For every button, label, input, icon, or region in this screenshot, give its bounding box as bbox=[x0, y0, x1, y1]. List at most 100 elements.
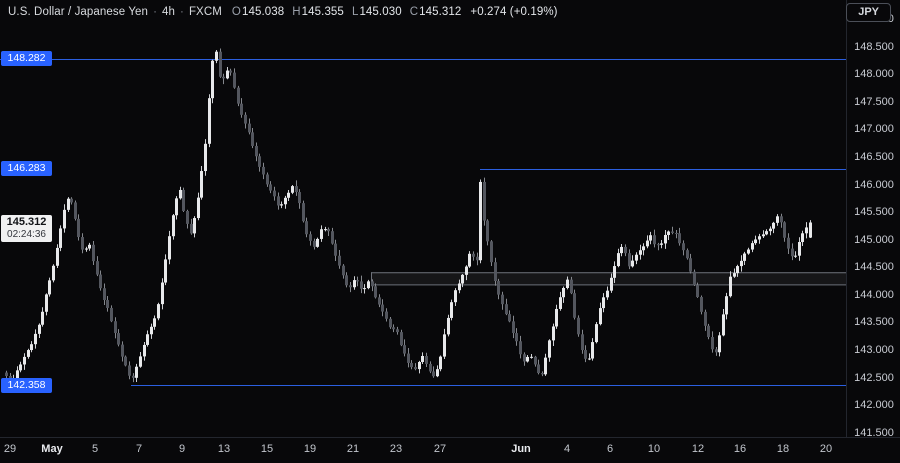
candle-body bbox=[48, 280, 51, 295]
candle-body bbox=[479, 181, 482, 261]
candle-body bbox=[581, 334, 584, 351]
candle-body bbox=[754, 239, 757, 244]
candlestick-chart[interactable] bbox=[0, 0, 846, 437]
candle-body bbox=[439, 356, 442, 370]
candle-body bbox=[570, 279, 573, 294]
candle-body bbox=[602, 297, 605, 309]
candle-body bbox=[501, 294, 504, 305]
candle-body bbox=[696, 285, 699, 298]
candle-body bbox=[407, 353, 410, 363]
candle-body bbox=[758, 236, 761, 240]
candle-body bbox=[707, 325, 710, 338]
time-axis-day-label: 21 bbox=[346, 443, 360, 455]
candle-body bbox=[400, 332, 403, 346]
price-axis[interactable]: 149.000148.500148.000147.500147.000146.5… bbox=[846, 0, 900, 439]
candle-body bbox=[287, 192, 290, 198]
candle-body bbox=[573, 293, 576, 318]
candle-body bbox=[374, 286, 377, 298]
candle-body bbox=[229, 70, 232, 73]
candle-body bbox=[99, 274, 102, 289]
candle-body bbox=[139, 356, 142, 367]
candle-body bbox=[41, 311, 44, 325]
candle-body bbox=[342, 265, 345, 276]
candle-body bbox=[378, 297, 381, 305]
candle-body bbox=[67, 198, 70, 210]
candle-body bbox=[523, 354, 526, 362]
candle-body bbox=[718, 335, 721, 353]
time-axis-day-label: 7 bbox=[135, 443, 143, 455]
candle-body bbox=[657, 244, 660, 246]
candle-body bbox=[34, 333, 37, 345]
close-value: 145.312 bbox=[419, 6, 462, 18]
candle-body bbox=[461, 274, 464, 284]
candle-body bbox=[486, 220, 489, 242]
candle-body bbox=[711, 337, 714, 350]
time-axis-day-label: 9 bbox=[178, 443, 186, 455]
candle-body bbox=[454, 290, 457, 303]
open-value: 145.038 bbox=[241, 6, 285, 18]
time-axis-day-label: 5 bbox=[91, 443, 99, 455]
supply-zone[interactable] bbox=[371, 272, 846, 285]
candle-body bbox=[490, 241, 493, 263]
candle-body bbox=[338, 255, 341, 266]
price-tick-label: 146.500 bbox=[854, 150, 894, 163]
candle-body bbox=[436, 369, 439, 377]
candle-body bbox=[544, 357, 547, 375]
price-tick-label: 146.000 bbox=[854, 178, 894, 191]
price-tick-label: 142.500 bbox=[854, 371, 894, 384]
candle-body bbox=[251, 132, 254, 146]
candle-body bbox=[85, 248, 88, 250]
candle-body bbox=[476, 256, 479, 261]
candle-body bbox=[291, 186, 294, 193]
timeframe[interactable]: 4h bbox=[162, 6, 175, 18]
candle-body bbox=[258, 156, 261, 167]
candle-body bbox=[381, 304, 384, 312]
price-level-label[interactable]: 142.358 bbox=[1, 377, 52, 393]
time-axis-day-label: 18 bbox=[776, 443, 790, 455]
price-level-label[interactable]: 148.282 bbox=[1, 51, 52, 67]
candle-body bbox=[284, 197, 287, 205]
candle-body bbox=[660, 243, 663, 245]
bar-countdown: 02:24:36 bbox=[7, 229, 46, 241]
time-axis-month-label: Jun bbox=[511, 443, 531, 455]
candle-body bbox=[743, 253, 746, 261]
candle-body bbox=[667, 231, 670, 235]
candle-body bbox=[693, 271, 696, 286]
candle-body bbox=[309, 234, 312, 241]
separator: · bbox=[180, 6, 184, 18]
time-axis-day-label: 23 bbox=[389, 443, 403, 455]
separator: · bbox=[153, 6, 157, 18]
current-price-value: 145.312 bbox=[6, 216, 47, 229]
price-tick-label: 143.500 bbox=[854, 316, 894, 329]
candle-body bbox=[765, 231, 768, 235]
candle-body bbox=[704, 311, 707, 326]
candle-body bbox=[414, 367, 417, 370]
symbol-title[interactable]: U.S. Dollar / Japanese Yen bbox=[8, 6, 149, 18]
candle-body bbox=[562, 287, 565, 298]
time-axis-day-label: 27 bbox=[433, 443, 447, 455]
candle-body bbox=[353, 280, 356, 288]
candle-body bbox=[620, 246, 623, 254]
candle-body bbox=[534, 356, 537, 365]
time-axis[interactable]: 29 May 5 7 9 13 15 19 21 23 27 Jun 4 6 10 12 16 18 20 bbox=[0, 437, 900, 463]
candle-body bbox=[725, 296, 728, 315]
time-axis-day-label: 13 bbox=[217, 443, 231, 455]
candle-body bbox=[512, 321, 515, 334]
candle-body bbox=[610, 277, 613, 291]
high-value: 145.355 bbox=[301, 6, 344, 18]
candle-body bbox=[628, 253, 631, 267]
candle-body bbox=[783, 222, 786, 238]
candle-body bbox=[237, 87, 240, 104]
candle-body bbox=[722, 314, 725, 336]
candle-body bbox=[389, 318, 392, 328]
candle-body bbox=[211, 60, 214, 99]
candle-body bbox=[791, 248, 794, 257]
candle-body bbox=[114, 321, 117, 334]
price-level-label[interactable]: 146.283 bbox=[1, 161, 52, 177]
candle-body bbox=[772, 222, 775, 229]
currency-badge[interactable]: JPY bbox=[846, 3, 891, 22]
candle-body bbox=[128, 365, 131, 376]
open-label: O bbox=[231, 6, 241, 18]
candle-body bbox=[548, 340, 551, 358]
candle-body bbox=[280, 204, 283, 206]
